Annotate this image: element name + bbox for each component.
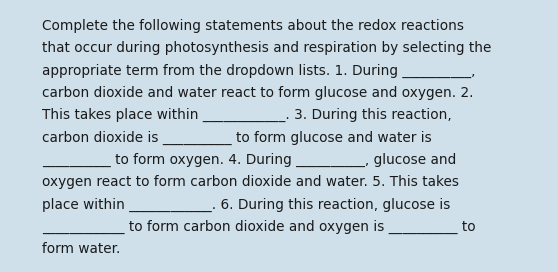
Text: carbon dioxide is __________ to form glucose and water is: carbon dioxide is __________ to form glu… <box>42 131 431 145</box>
Text: ____________ to form carbon dioxide and oxygen is __________ to: ____________ to form carbon dioxide and … <box>42 220 475 234</box>
Text: place within ____________. 6. During this reaction, glucose is: place within ____________. 6. During thi… <box>42 197 450 212</box>
Text: This takes place within ____________. 3. During this reaction,: This takes place within ____________. 3.… <box>42 108 451 122</box>
Text: oxygen react to form carbon dioxide and water. 5. This takes: oxygen react to form carbon dioxide and … <box>42 175 459 189</box>
Text: carbon dioxide and water react to form glucose and oxygen. 2.: carbon dioxide and water react to form g… <box>42 86 473 100</box>
Text: form water.: form water. <box>42 242 120 256</box>
Text: that occur during photosynthesis and respiration by selecting the: that occur during photosynthesis and res… <box>42 41 491 55</box>
Text: __________ to form oxygen. 4. During __________, glucose and: __________ to form oxygen. 4. During ___… <box>42 153 456 167</box>
Text: Complete the following statements about the redox reactions: Complete the following statements about … <box>42 19 464 33</box>
Text: appropriate term from the dropdown lists. 1. During __________,: appropriate term from the dropdown lists… <box>42 64 475 78</box>
